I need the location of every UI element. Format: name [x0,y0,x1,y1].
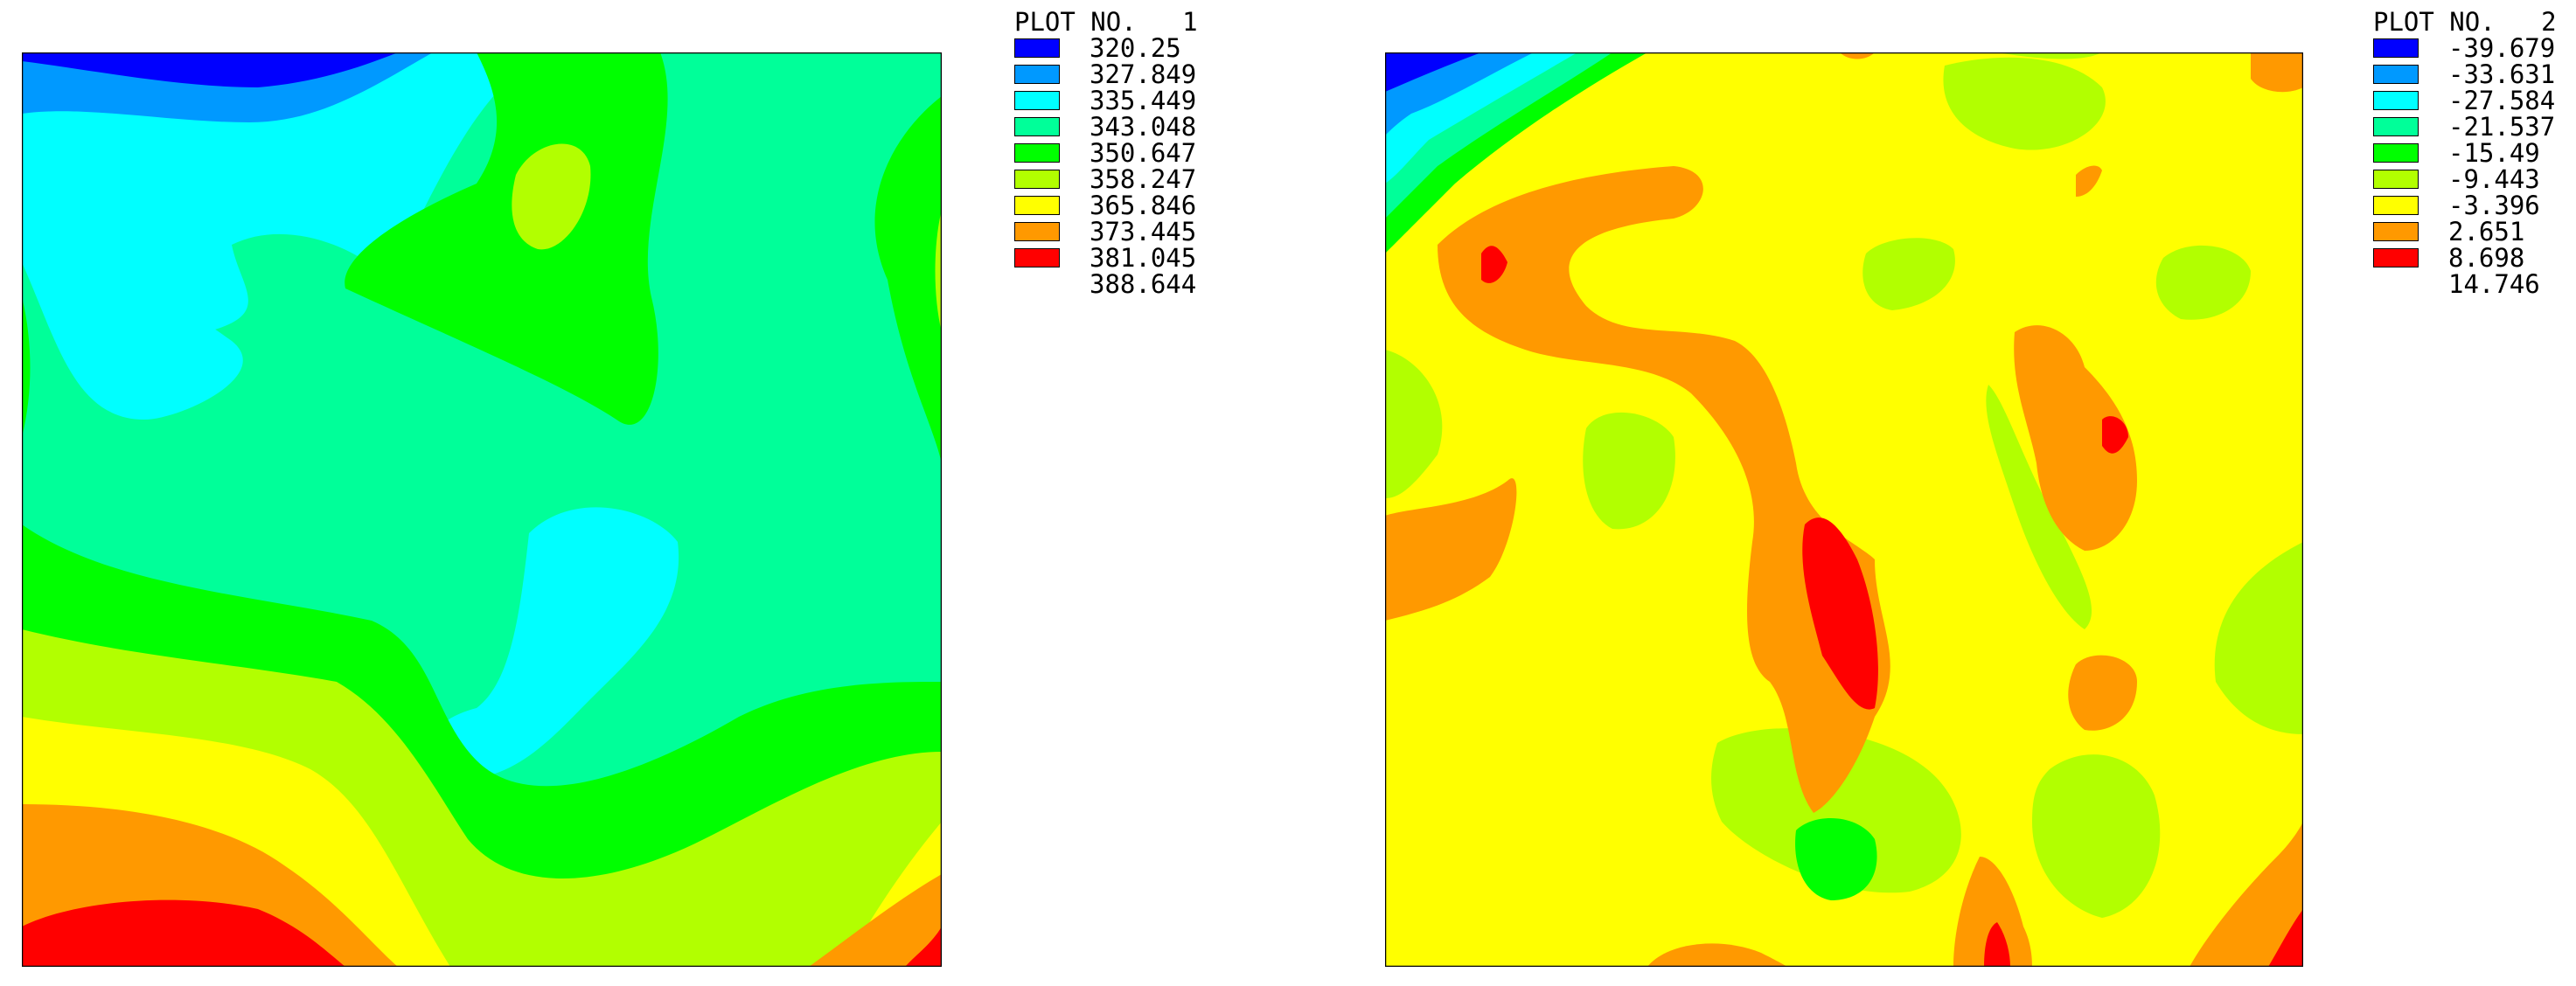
band-lower-green-spot [1795,818,1877,900]
legend-value: -9.443 [2448,164,2540,194]
band-top-light-spot [1997,52,2102,59]
legend-value: -15.49 [2448,138,2540,168]
plot-number-1: 1 [1182,7,1198,37]
legend-value: 2.651 [2448,217,2525,246]
legend-title-2: PLOT NO. 2 [2373,9,2557,35]
band-orange-bottom-left [1647,943,1787,967]
legend-title-1: PLOT NO. 1 [1014,9,1198,35]
band-orange-top-mid [1840,52,1875,59]
band-orange-arm [1438,166,1890,813]
plot-label-1: PLOT NO. [1014,7,1137,37]
legend-swatch [2373,170,2419,189]
band-upper-right-light [1943,57,2106,150]
band-orange-left-edge [1385,478,1517,621]
legend-value: 335.449 [1090,86,1197,115]
legend-swatch [2373,222,2419,241]
band-orange-right [2014,325,2137,551]
band-top-left-blue [1385,52,1481,92]
band-red-core [1802,517,1878,710]
legend-swatch [1014,91,1060,110]
legend-swatch [1014,38,1060,58]
band-350-right [874,96,942,463]
legend-swatch [1014,65,1060,84]
legend-swatch [1014,196,1060,215]
band-335-top [22,52,547,332]
band-orange-bottom-right [2190,822,2303,967]
band-red-upper-left [1481,246,1507,283]
legend-swatch [1014,248,1060,267]
legend-value: 8.698 [2448,243,2525,273]
band-350-left [22,297,31,437]
contour-plot-1 [22,52,942,967]
legend-value: 343.048 [1090,112,1197,142]
band-335-left-lobe [22,52,243,420]
plot-1-frame [22,52,942,967]
band-orange-top-right [2251,52,2303,93]
band-373-corner [809,874,942,967]
band-350-upper [345,52,668,425]
legend-value: -3.396 [2448,191,2540,220]
legend-swatch [2373,91,2419,110]
legend-value: 388.644 [1090,269,1197,299]
legend-swatch [1014,170,1060,189]
band-335-lower [429,507,679,780]
legend-value: 373.445 [1090,217,1197,246]
legend-value: 381.045 [1090,243,1197,273]
band-381-lower [22,899,345,967]
legend-swatch [2373,196,2419,215]
legend-swatch [2373,248,2419,267]
band-red-bottom-mid [1984,922,2010,967]
legend-value: 350.647 [1090,138,1197,168]
legend-swatch [2373,65,2419,84]
band-left-light [1385,350,1443,498]
legend-swatch [1014,222,1060,241]
band-center-right-spot [1862,238,1955,310]
band-streak-light [1986,385,2092,629]
plot-number-2: 2 [2541,7,2557,37]
contour-plot-1-svg [22,52,942,967]
legend-swatch [1014,143,1060,163]
band-orange-small-1 [2076,165,2102,197]
band-358-spot [512,143,591,250]
legend-value: -33.631 [2448,59,2556,89]
legend-swatch [2373,38,2419,58]
band-right-light [2155,245,2251,320]
legend-swatch [2373,143,2419,163]
legend-value: -27.584 [2448,86,2556,115]
band-mid-left-light [1583,412,1675,530]
legend-swatch [1014,117,1060,136]
legend-value: 358.247 [1090,164,1197,194]
contour-plot-2-svg [1385,52,2303,967]
band-lower-right-light [2032,754,2161,918]
band-orange-bottom-mid [1953,857,2032,967]
band-lower-left-light [1711,728,1961,893]
band-red-right [2102,416,2128,454]
band-orange-right-mid [2068,655,2137,731]
contour-plot-2 [1385,52,2303,967]
band-358-right-edge [935,210,942,332]
plot-label-2: PLOT NO. [2373,7,2496,37]
legend-value: -39.679 [2448,33,2556,63]
plot-2-frame [1385,52,2303,967]
band-381-corner [905,927,942,967]
legend-value: 320.25 [1090,33,1181,63]
legend-value: 327.849 [1090,59,1197,89]
legend-value: 365.846 [1090,191,1197,220]
legend-swatch [2373,117,2419,136]
band-red-bottom-right [2268,909,2303,967]
band-320 [22,52,398,87]
legend-value: 14.746 [2448,269,2540,299]
legend-value: -21.537 [2448,112,2556,142]
band-right-edge-light [2214,542,2303,734]
